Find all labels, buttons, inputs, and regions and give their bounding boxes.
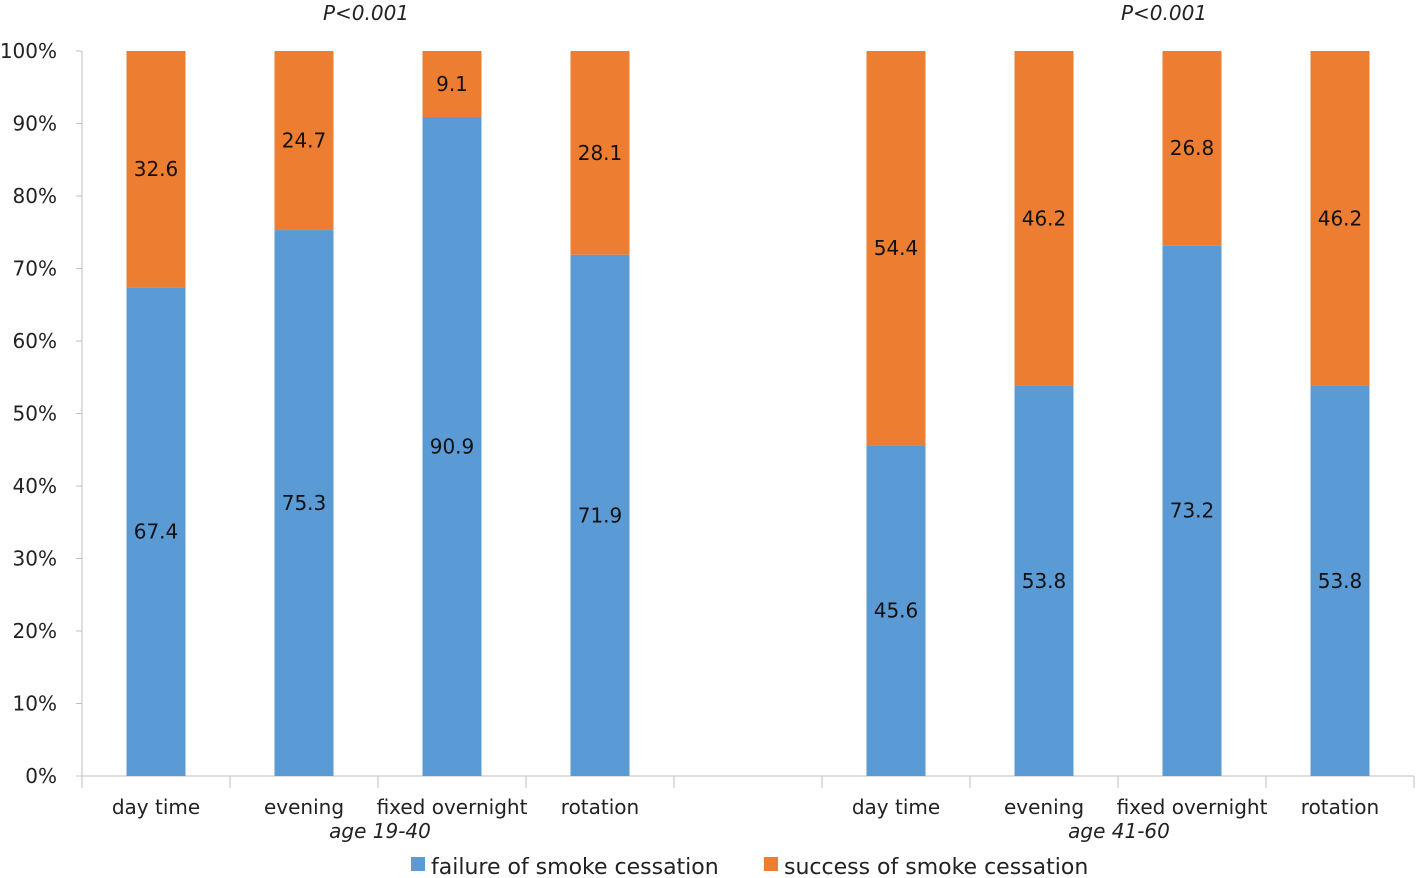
legend-label-success: success of smoke cessation (784, 855, 1088, 878)
x-category-label: day time (112, 795, 200, 819)
bar-failure (1162, 245, 1222, 777)
legend: failure of smoke cessation success of sm… (411, 855, 1088, 878)
y-tick-label: 20% (13, 619, 57, 643)
y-axis: 0% 10% 20% 30% 40% 50% 60% 70% 80% 90% 100% (0, 39, 83, 788)
data-label-success: 24.7 (282, 129, 327, 153)
bar-failure (274, 230, 334, 776)
data-label-success: 9.1 (436, 72, 468, 96)
bar-failure (866, 445, 926, 776)
y-tick-label: 100% (0, 39, 57, 63)
bar-failure (126, 287, 186, 776)
bar-failure (1310, 385, 1370, 776)
x-category-label: day time (852, 795, 940, 819)
data-label-failure: 67.4 (134, 520, 179, 544)
x-category-label: evening (264, 795, 344, 819)
data-label-success: 28.1 (578, 141, 623, 165)
y-tick-label: 70% (13, 257, 57, 281)
data-label-success: 54.4 (874, 236, 919, 260)
y-tick-label: 0% (25, 764, 57, 788)
legend-swatch-success (764, 857, 778, 871)
p-value-label-group-1: P<0.001 (323, 1, 409, 25)
bar-failure (570, 254, 630, 777)
data-label-failure: 90.9 (430, 434, 475, 458)
data-label-success: 32.6 (134, 157, 179, 181)
bars (126, 51, 1370, 777)
bar-success (866, 51, 926, 446)
bar-success (422, 51, 482, 117)
data-label-success: 26.8 (1170, 136, 1215, 160)
bar-success (1014, 51, 1074, 386)
x-axis: day time evening fixed overnight rotation da… (81, 775, 1415, 819)
bar-success (1162, 51, 1222, 246)
y-tick-label: 40% (13, 474, 57, 498)
y-tick-label: 10% (13, 692, 57, 716)
data-label-failure: 73.2 (1170, 499, 1215, 523)
data-label-failure: 45.6 (874, 599, 919, 623)
bar-success (1310, 51, 1370, 386)
bar-success (126, 51, 186, 288)
x-category-label: fixed overnight (1117, 795, 1268, 819)
y-tick-label: 80% (13, 184, 57, 208)
data-label-failure: 75.3 (282, 491, 327, 515)
data-label-failure: 53.8 (1022, 569, 1067, 593)
y-tick-label: 50% (13, 402, 57, 426)
group-label-age-19-40: age 19-40 (329, 819, 431, 843)
bar-success (570, 51, 630, 255)
data-labels: 67.4 32.6 75.3 24.7 90.9 9.1 71.9 28.1 45.6 54.4 5… (134, 72, 1363, 623)
data-label-failure: 71.9 (578, 503, 623, 527)
bar-failure (422, 116, 482, 777)
legend-label-failure: failure of smoke cessation (431, 855, 719, 878)
x-category-label: evening (1004, 795, 1084, 819)
x-category-label: rotation (561, 795, 639, 819)
data-label-success: 46.2 (1022, 206, 1067, 230)
group-label-age-41-60: age 41-60 (1068, 819, 1170, 843)
data-label-success: 46.2 (1318, 206, 1363, 230)
y-tick-label: 60% (13, 329, 57, 353)
bar-failure (1014, 385, 1074, 776)
y-tick-label: 30% (13, 547, 57, 571)
p-value-label-group-2: P<0.001 (1121, 1, 1207, 25)
legend-swatch-failure (411, 857, 425, 871)
y-tick-label: 90% (13, 112, 57, 136)
bar-success (274, 51, 334, 231)
x-category-label: rotation (1301, 795, 1379, 819)
x-category-label: fixed overnight (377, 795, 528, 819)
data-label-failure: 53.8 (1318, 569, 1363, 593)
